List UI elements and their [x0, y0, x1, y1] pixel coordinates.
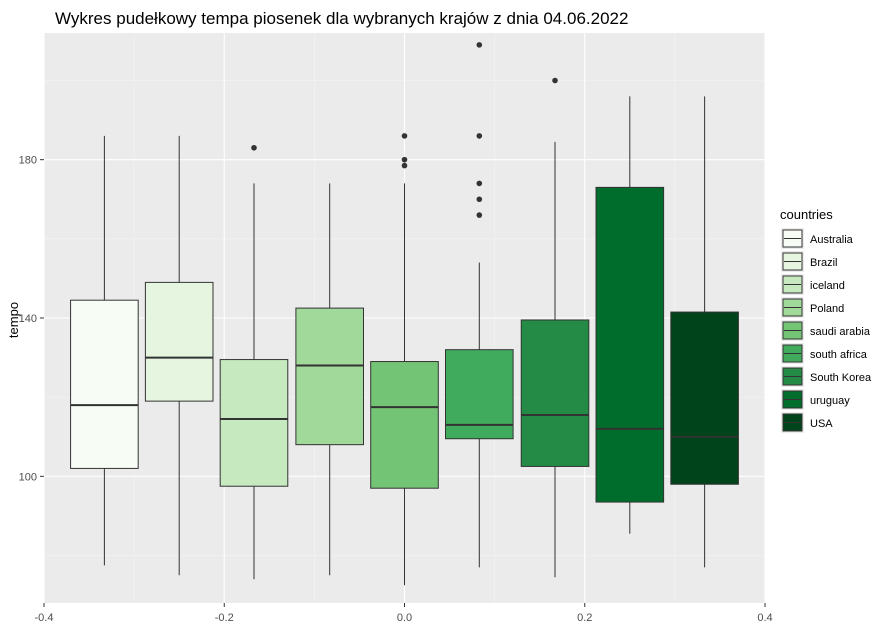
- box-body: [670, 311, 739, 485]
- legend-item: Australia: [781, 228, 854, 249]
- box-body: [144, 281, 214, 402]
- box-saudi-arabia: [370, 133, 439, 586]
- x-tick-label: -0.2: [215, 612, 234, 624]
- legend-title: countries: [780, 207, 833, 222]
- box-series-layer: [70, 42, 739, 586]
- y-tick-label: 140: [19, 313, 37, 325]
- legend-label: saudi arabia: [810, 326, 871, 338]
- box-australia: [70, 135, 139, 566]
- box-body: [70, 299, 139, 469]
- chart-title: Wykres pudełkowy tempa piosenek dla wybr…: [55, 9, 628, 28]
- legend-item: South Korea: [781, 366, 872, 387]
- legend-label: iceland: [810, 280, 845, 292]
- box-body: [219, 359, 289, 487]
- y-axis-title: tempo: [6, 302, 21, 338]
- box-uruguay: [595, 96, 665, 534]
- y-tick-label: 100: [19, 471, 37, 483]
- legend-label: south africa: [810, 349, 868, 361]
- legend-label: Poland: [810, 303, 844, 315]
- legend-label: uruguay: [810, 395, 850, 407]
- x-tick-label: 0.0: [397, 612, 412, 624]
- legend-label: South Korea: [810, 372, 872, 384]
- legend-item: south africa: [781, 343, 868, 364]
- box-south-korea: [520, 77, 590, 578]
- box-iceland: [219, 144, 289, 580]
- box-body: [295, 307, 364, 446]
- outlier-point: [552, 77, 558, 84]
- x-axis: -0.4 -0.2 0.0 0.2 0.4: [35, 603, 773, 624]
- legend-item: USA: [781, 412, 833, 433]
- legend-item: uruguay: [781, 389, 850, 410]
- box-body: [595, 186, 665, 503]
- box-body: [520, 319, 590, 467]
- box-south-africa: [445, 42, 514, 568]
- outlier-point: [476, 180, 483, 187]
- box-brazil: [144, 135, 214, 576]
- outlier-point: [401, 162, 408, 169]
- outlier-point: [476, 212, 483, 218]
- outlier-point: [401, 133, 408, 139]
- outlier-point: [476, 133, 483, 139]
- x-tick-label: 0.4: [757, 612, 772, 624]
- box-poland: [295, 183, 364, 576]
- outlier-point: [476, 42, 483, 48]
- x-tick-label: -0.4: [35, 612, 54, 624]
- outlier-point: [251, 144, 257, 151]
- x-tick-label: 0.2: [577, 612, 592, 624]
- legend-item: Brazil: [781, 251, 838, 272]
- y-tick-label: 180: [19, 155, 37, 167]
- legend-item: iceland: [781, 274, 845, 295]
- legend-label: Australia: [810, 234, 854, 246]
- legend-label: Brazil: [810, 257, 838, 269]
- box-body: [370, 361, 439, 489]
- legend-label: USA: [810, 418, 833, 430]
- outlier-point: [476, 196, 483, 203]
- y-axis: 100 140 180: [19, 155, 44, 483]
- legend-item: saudi arabia: [781, 320, 871, 341]
- legend: Australia Brazil iceland Poland saudi arabia…: [781, 228, 872, 433]
- box-usa: [670, 96, 739, 568]
- outlier-point: [401, 156, 408, 163]
- legend-item: Poland: [781, 297, 844, 318]
